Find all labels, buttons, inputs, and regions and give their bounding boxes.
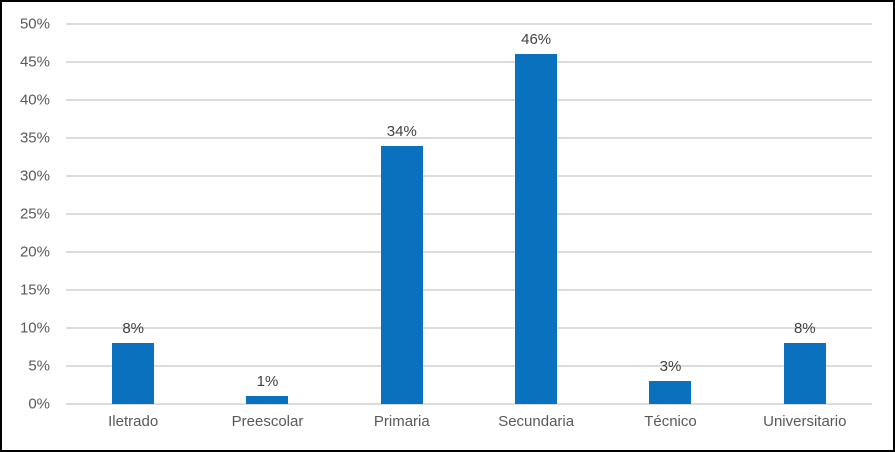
bar <box>380 145 423 404</box>
bar-column: 8% <box>66 24 200 404</box>
bar-value-label: 46% <box>521 31 552 49</box>
gridline <box>66 137 872 139</box>
gridline <box>66 175 872 177</box>
y-axis: 0% 5% 10% 15% 20% 25% 30% 35% 40% 45% 50% <box>2 17 58 412</box>
y-tick-label: 10% <box>19 319 50 337</box>
bar-value-label: 34% <box>386 122 417 140</box>
y-tick-label: 0% <box>28 395 50 413</box>
bar <box>515 54 558 404</box>
bar <box>112 343 155 404</box>
y-tick-label: 40% <box>19 91 50 109</box>
bar-value-label: 3% <box>659 358 682 376</box>
gridline <box>66 23 872 25</box>
x-tick-label: Preescolar <box>231 413 304 430</box>
bar-value-label: 8% <box>793 320 816 338</box>
x-axis: Iletrado Preescolar Primaria Secundaria Técn… <box>66 413 872 431</box>
bar <box>649 381 692 404</box>
gridline <box>66 213 872 215</box>
y-tick-label: 45% <box>19 53 50 71</box>
bar <box>246 396 289 404</box>
y-tick-label: 15% <box>19 281 50 299</box>
gridline <box>66 61 872 63</box>
x-tick-label: Universitario <box>763 413 847 430</box>
y-tick-label: 25% <box>19 205 50 223</box>
gridline <box>66 365 872 367</box>
x-tick-label: Primaria <box>373 413 430 430</box>
bar-value-label: 1% <box>256 373 279 391</box>
y-tick-label: 5% <box>28 357 50 375</box>
gridline <box>66 327 872 329</box>
bar-column: 3% <box>603 24 737 404</box>
x-tick-label: Técnico <box>644 413 697 430</box>
x-tick-label: Secundaria <box>498 413 575 430</box>
x-tick-label: Iletrado <box>108 413 159 430</box>
y-tick-label: 20% <box>19 243 50 261</box>
bar <box>783 343 826 404</box>
bar-column: 46% <box>469 24 603 404</box>
gridline <box>66 99 872 101</box>
bar-value-label: 8% <box>122 320 144 338</box>
gridline <box>66 289 872 291</box>
bar-column: 1% <box>200 24 334 404</box>
bar-column: 8% <box>738 24 872 404</box>
x-axis-line <box>66 403 872 405</box>
bar-column: 34% <box>335 24 469 404</box>
y-tick-label: 35% <box>19 129 50 147</box>
plot-area: 8% 1% 34% 46% 3% 8% <box>66 23 872 405</box>
bar-series: 8% 1% 34% 46% 3% 8% <box>66 24 872 404</box>
y-tick-label: 30% <box>19 167 50 185</box>
gridline <box>66 251 872 253</box>
y-tick-label: 50% <box>19 15 50 33</box>
